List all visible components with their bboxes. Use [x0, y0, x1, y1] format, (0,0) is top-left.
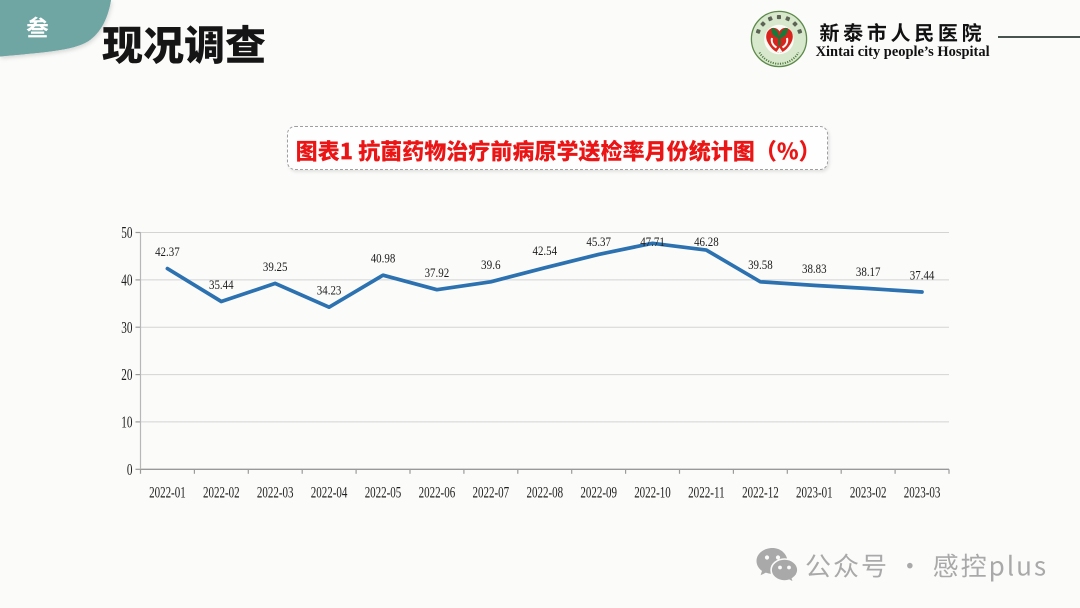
svg-text:0: 0: [127, 460, 133, 479]
svg-text:37.92: 37.92: [425, 265, 450, 280]
svg-text:2022-04: 2022-04: [311, 485, 348, 502]
svg-text:50: 50: [121, 223, 132, 242]
svg-text:40.98: 40.98: [371, 251, 396, 266]
svg-text:2022-08: 2022-08: [527, 485, 564, 502]
svg-text:2022-07: 2022-07: [473, 485, 510, 502]
svg-text:2023-02: 2023-02: [850, 485, 887, 502]
svg-text:10: 10: [121, 413, 132, 432]
svg-text:2022-01: 2022-01: [149, 485, 186, 502]
svg-text:2023-03: 2023-03: [904, 485, 941, 502]
svg-text:42.37: 42.37: [155, 244, 180, 259]
svg-text:45.37: 45.37: [586, 234, 611, 249]
svg-text:34.23: 34.23: [317, 283, 342, 298]
svg-text:2022-06: 2022-06: [419, 485, 456, 502]
svg-text:39.58: 39.58: [748, 257, 773, 272]
svg-text:2022-03: 2022-03: [257, 485, 294, 502]
svg-text:30: 30: [121, 318, 132, 337]
svg-text:2023-01: 2023-01: [796, 485, 833, 502]
svg-text:46.28: 46.28: [694, 234, 719, 249]
svg-text:2022-11: 2022-11: [688, 485, 725, 502]
svg-text:37.44: 37.44: [910, 267, 935, 282]
svg-text:38.17: 38.17: [856, 264, 881, 279]
svg-text:35.44: 35.44: [209, 277, 234, 292]
svg-text:2022-02: 2022-02: [203, 485, 240, 502]
svg-text:2022-10: 2022-10: [634, 485, 671, 502]
svg-text:Xintai city people’s Hospital: Xintai city people’s Hospital: [816, 44, 990, 60]
svg-text:2022-09: 2022-09: [580, 485, 617, 502]
svg-text:2022-05: 2022-05: [365, 485, 402, 502]
svg-text:39.25: 39.25: [263, 259, 288, 274]
svg-text:38.83: 38.83: [802, 261, 827, 276]
svg-text:39.6: 39.6: [481, 257, 501, 272]
svg-text:47.71: 47.71: [640, 234, 665, 249]
svg-text:20: 20: [121, 365, 132, 384]
svg-text:42.54: 42.54: [533, 243, 558, 258]
svg-text:2022-12: 2022-12: [742, 485, 779, 502]
svg-text:40: 40: [121, 271, 132, 290]
